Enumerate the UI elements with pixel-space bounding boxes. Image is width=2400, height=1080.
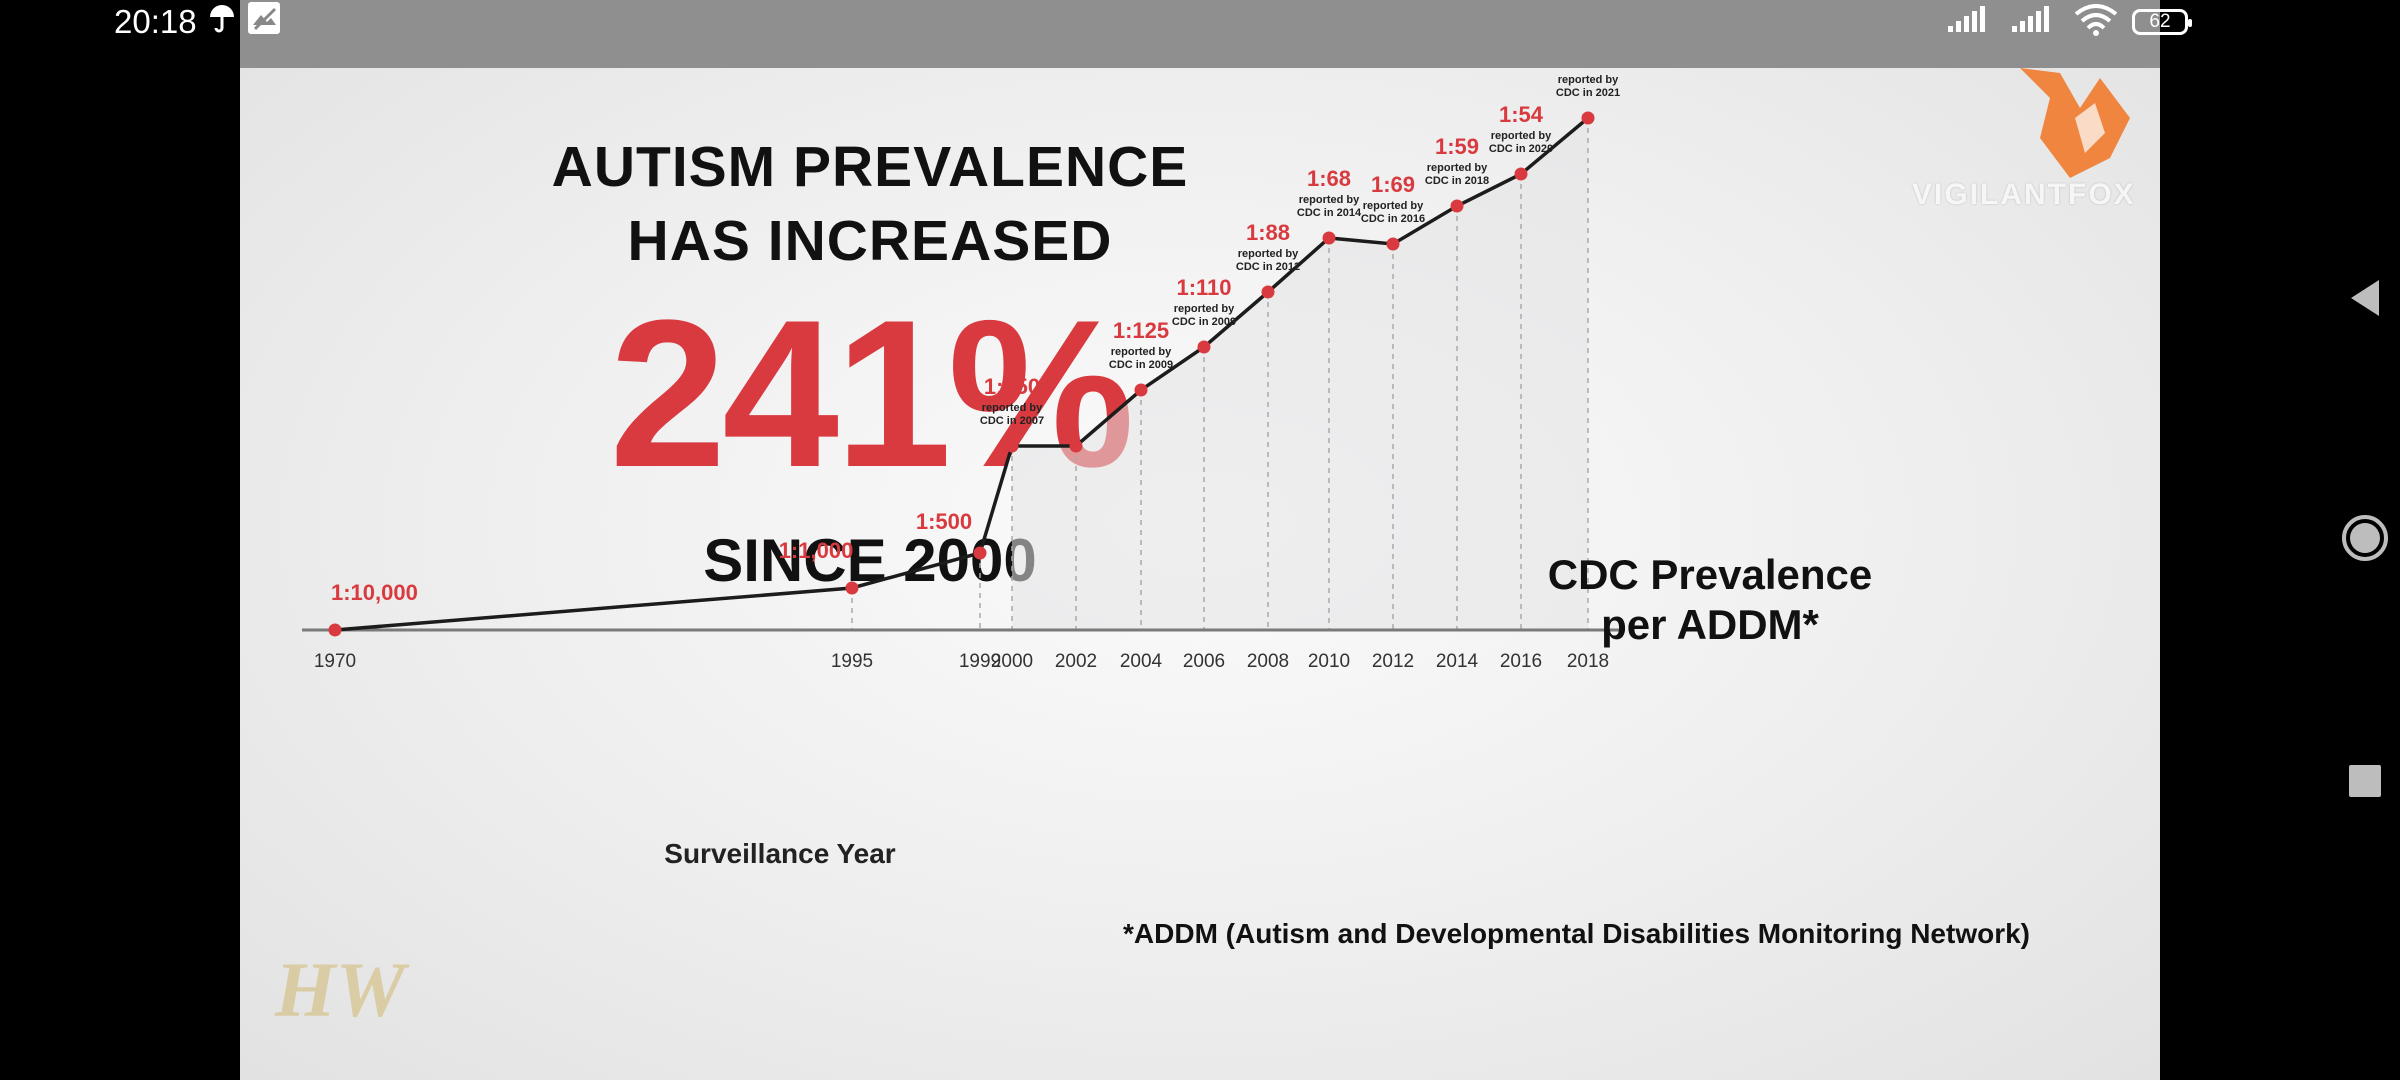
point-note: reported by [1299, 194, 1360, 206]
x-tick-label: 1995 [831, 651, 873, 672]
point-label: 1:54 [1499, 102, 1544, 127]
x-tick-label: 2014 [1436, 651, 1479, 672]
point-note: CDC in 2021 [1556, 87, 1620, 99]
data-point [845, 581, 859, 595]
data-point [1069, 439, 1083, 453]
image-notification-icon [247, 1, 281, 43]
point-note: CDC in 2007 [980, 415, 1044, 427]
back-icon [2347, 278, 2383, 323]
x-tick-label: 2016 [1500, 651, 1542, 672]
headline: AUTISM PREVALENCE HAS INCREASED [445, 130, 1295, 278]
recents-button[interactable] [2330, 753, 2400, 813]
status-bar-background [240, 0, 2160, 68]
point-label: 1:1,000 [779, 538, 854, 563]
point-label: 1:10,000 [331, 580, 418, 605]
point-note: CDC in 2014 [1297, 207, 1362, 219]
status-time: 20:18 [114, 3, 197, 40]
point-note: CDC in 2016 [1361, 213, 1425, 225]
status-bar: 20:18 62 [0, 0, 2400, 44]
x-tick-label: 1999 [959, 651, 1001, 672]
data-point [1581, 111, 1595, 125]
x-tick-label: 2008 [1247, 651, 1289, 672]
home-icon [2340, 513, 2390, 568]
wifi-icon [2074, 3, 2118, 41]
x-tick-label: 2010 [1308, 651, 1350, 672]
chart-title-line-2: per ADDM* [1601, 601, 1819, 648]
x-tick-label: 2006 [1183, 651, 1225, 672]
x-tick-label: 2002 [1055, 651, 1097, 672]
hw-logo: HW [270, 938, 420, 1038]
point-label: 1:500 [916, 509, 972, 534]
data-point [1514, 167, 1528, 181]
chart-title-line-1: CDC Prevalence [1547, 551, 1873, 598]
data-point [973, 546, 987, 560]
status-right: 62 [1946, 3, 2192, 41]
data-point [1134, 383, 1148, 397]
point-label: 1:150 [984, 374, 1040, 399]
point-label: 1:69 [1371, 172, 1415, 197]
headline-line-2: HAS INCREASED [627, 209, 1113, 273]
data-point [328, 623, 342, 637]
vigilant-fox-watermark: VIGILANTFOX [1912, 178, 2136, 211]
point-label: 1:110 [1176, 275, 1231, 300]
data-point [1197, 340, 1211, 354]
x-tick-label: 2000 [991, 651, 1033, 672]
point-note: reported by [1238, 248, 1299, 260]
point-label: 1:88 [1246, 220, 1290, 245]
point-note: reported by [1363, 200, 1424, 212]
status-left: 20:18 [114, 1, 281, 43]
umbrella-icon [207, 3, 237, 41]
point-label: 1:44 [1566, 68, 1611, 71]
point-note: reported by [1174, 303, 1235, 315]
hw-logo-text: HW [274, 946, 410, 1033]
data-point [1322, 231, 1336, 245]
point-note: CDC in 2009 [1109, 359, 1173, 371]
data-point [1386, 237, 1400, 251]
point-note: reported by [1427, 162, 1488, 174]
x-tick-label: 1970 [314, 651, 356, 672]
point-note: CDC in 2009 [1172, 316, 1236, 328]
x-tick-label: 2004 [1120, 651, 1163, 672]
x-axis-title: Surveillance Year [664, 838, 896, 869]
signal-icon [2010, 5, 2060, 39]
point-label: 1:59 [1435, 134, 1479, 159]
point-note: reported by [1111, 346, 1172, 358]
x-tick-label: 2018 [1567, 651, 1609, 672]
battery-icon: 62 [2132, 9, 2192, 35]
home-button[interactable] [2330, 510, 2400, 570]
point-note: CDC in 2012 [1236, 261, 1300, 273]
back-button[interactable] [2330, 270, 2400, 330]
data-point [1450, 199, 1464, 213]
x-tick-label: 2012 [1372, 651, 1414, 672]
data-point [1005, 439, 1019, 453]
point-note: reported by [982, 402, 1043, 414]
point-note: CDC in 2020 [1489, 143, 1553, 155]
fox-logo [1980, 68, 2160, 188]
point-label: 1:125 [1113, 318, 1169, 343]
point-note: reported by [1491, 130, 1552, 142]
area-fill [1012, 118, 1588, 630]
data-point [1261, 285, 1275, 299]
prevalence-chart: 1970 1:10,000 1995 1:1,000 1999 1:500 2000 1:15… [302, 68, 1625, 672]
point-note: CDC in 2018 [1425, 175, 1489, 187]
chart-title: CDC Prevalence per ADDM* [1460, 550, 1960, 650]
headline-line-1: AUTISM PREVALENCE [551, 135, 1189, 199]
video-frame[interactable]: AUTISM PREVALENCE HAS INCREASED 241% SIN… [240, 68, 2160, 1080]
footnote: *ADDM (Autism and Developmental Disabili… [1123, 918, 2030, 949]
recents-icon [2347, 763, 2383, 804]
signal-icon [1946, 5, 1996, 39]
point-note: reported by [1558, 74, 1619, 86]
point-label: 1:68 [1307, 166, 1351, 191]
